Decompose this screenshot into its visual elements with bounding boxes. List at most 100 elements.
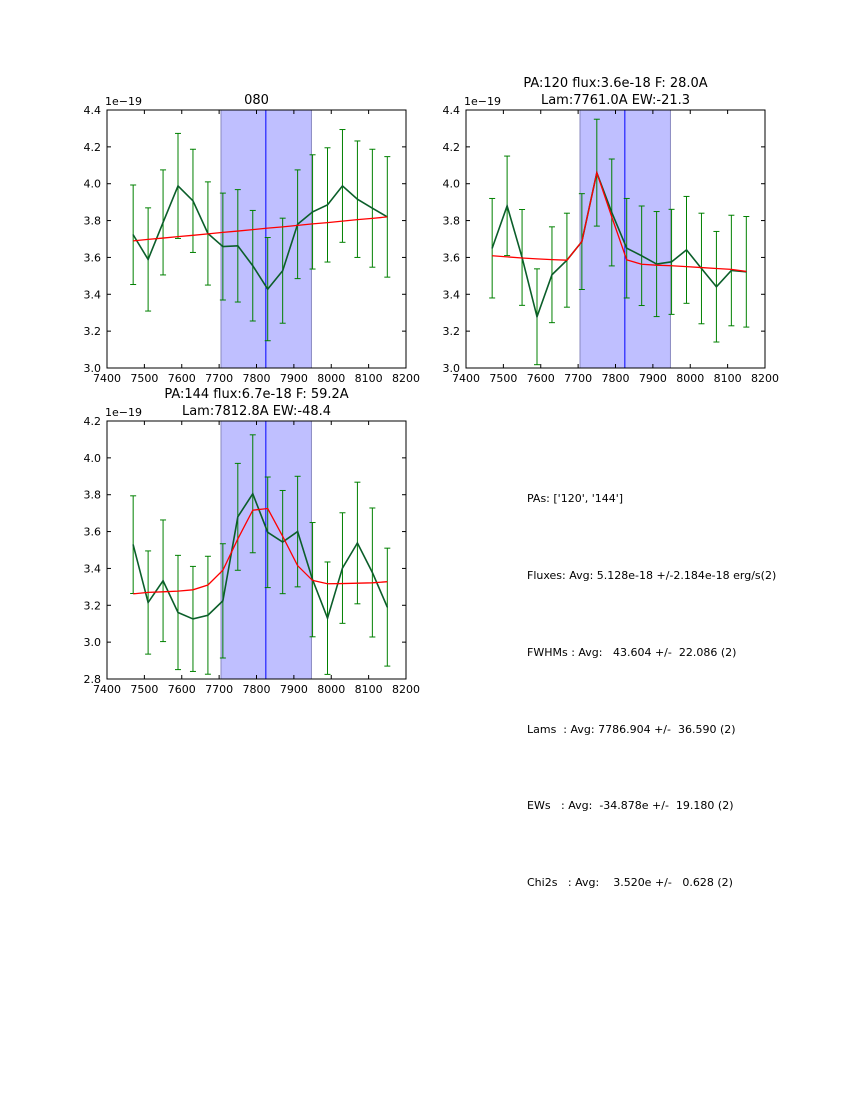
x-tick-label: 8100: [355, 683, 383, 696]
y-tick-label: 3.4: [84, 562, 102, 575]
y-tick-label: 3.8: [84, 215, 102, 228]
data-point: [162, 580, 164, 582]
chart-title: Lam:7812.8A EW:-48.4: [182, 404, 331, 419]
data-point: [341, 567, 344, 569]
data-point: [177, 185, 179, 187]
x-tick-label: 8100: [714, 372, 742, 385]
y-tick-label: 3.2: [443, 325, 461, 338]
data-point: [371, 571, 373, 574]
data-point: [730, 269, 732, 272]
chart-title: PA:120 flux:3.6e-18 F: 28.0A: [523, 76, 707, 91]
x-tick-label: 7400: [452, 372, 480, 385]
stats-lams: Lams : Avg: 7786.904 +/- 36.590 (2): [527, 722, 736, 736]
x-tick-label: 7600: [527, 372, 555, 385]
y-tick-label: 4.0: [443, 178, 461, 191]
x-tick-label: 7500: [489, 372, 517, 385]
x-tick-label: 8100: [355, 372, 383, 385]
data-point: [297, 223, 299, 225]
y-offset-label: 1e−19: [464, 95, 501, 108]
flux-data-line: [132, 184, 388, 291]
fit-line: [133, 507, 388, 595]
fit-line: [133, 216, 388, 242]
flux-data-line: [491, 169, 747, 320]
data-point: [162, 221, 164, 224]
data-point: [506, 205, 508, 207]
chart-panel-3: 7400 7500 7600 7700 7800 7900 8000 8100 8200 2.8 3…: [84, 387, 421, 696]
data-point: [685, 249, 688, 251]
x-tick-label: 7500: [130, 683, 158, 696]
chart-panel-2: 7400 7500 7600 7700 7800 7900 8000 8100 8200 3.0 3…: [443, 76, 780, 385]
y-tick-label: 4.0: [84, 178, 102, 191]
y-tick-label: 3.6: [443, 251, 461, 264]
data-point: [670, 261, 673, 263]
x-tick-label: 7800: [602, 372, 630, 385]
x-tick-label: 7900: [280, 683, 308, 696]
data-point: [282, 270, 284, 272]
data-point: [132, 544, 134, 546]
data-point: [326, 617, 329, 619]
x-tick-label: 7600: [168, 683, 196, 696]
data-point: [267, 288, 269, 290]
x-tick-label: 7400: [93, 683, 121, 696]
data-point: [192, 618, 194, 620]
x-tick-label: 7500: [130, 372, 158, 385]
data-point: [371, 207, 373, 209]
data-point: [641, 255, 643, 257]
y-offset-label: 1e−19: [105, 95, 142, 108]
data-point: [311, 211, 314, 213]
data-point: [715, 286, 718, 288]
data-point: [341, 185, 344, 187]
x-tick-label: 7700: [205, 683, 233, 696]
y-tick-label: 3.2: [84, 325, 102, 338]
y-tick-label: 3.0: [443, 362, 461, 375]
y-tick-label: 3.4: [84, 288, 102, 301]
data-point: [207, 614, 209, 616]
data-point: [626, 247, 628, 249]
data-point: [147, 601, 149, 604]
x-tick-label: 7800: [243, 372, 271, 385]
x-tick-label: 7900: [280, 372, 308, 385]
y-tick-label: 4.2: [84, 141, 102, 154]
stats-fwhms: FWHMs : Avg: 43.604 +/- 22.086 (2): [527, 645, 737, 659]
x-tick-label: 7800: [243, 683, 271, 696]
x-tick-label: 7600: [168, 372, 196, 385]
data-point: [237, 516, 239, 518]
data-point: [132, 234, 134, 236]
chart-title: PA:144 flux:6.7e-18 F: 59.2A: [164, 387, 348, 402]
y-tick-label: 4.4: [84, 104, 102, 117]
data-point: [222, 600, 224, 602]
y-tick-label: 4.4: [443, 104, 461, 117]
y-tick-label: 3.0: [84, 636, 102, 649]
x-tick-label: 8000: [676, 372, 704, 385]
x-tick-label: 7700: [564, 372, 592, 385]
x-tick-label: 7700: [205, 372, 233, 385]
data-point: [611, 211, 613, 214]
y-tick-label: 3.2: [84, 599, 102, 612]
y-tick-label: 3.8: [443, 215, 461, 228]
flux-data-line: [132, 492, 389, 621]
chart-title: Lam:7761.0A EW:-21.3: [541, 93, 690, 108]
x-tick-label: 7900: [639, 372, 667, 385]
y-tick-label: 2.8: [84, 673, 102, 686]
stats-fluxes: Fluxes: Avg: 5.128e-18 +/-2.184e-18 erg/…: [527, 568, 777, 582]
x-tick-label: 8200: [392, 683, 420, 696]
data-point: [297, 530, 299, 533]
y-tick-label: 3.0: [84, 362, 102, 375]
data-point: [491, 247, 493, 249]
stats-chi2s: Chi2s : Avg: 3.520e +/- 0.628 (2): [527, 876, 733, 890]
y-tick-label: 3.8: [84, 489, 102, 502]
y-tick-label: 4.2: [443, 141, 461, 154]
data-point: [252, 265, 254, 267]
chart-title: 080: [244, 93, 269, 108]
data-point: [356, 198, 359, 200]
x-tick-label: 8200: [392, 372, 420, 385]
data-point: [356, 542, 359, 544]
y-tick-label: 4.2: [84, 415, 102, 428]
stats-ews: EWs : Avg: -34.878e +/- 19.180 (2): [527, 799, 734, 813]
data-point: [177, 611, 179, 614]
y-tick-label: 3.6: [84, 526, 102, 539]
y-tick-label: 3.4: [443, 288, 461, 301]
x-tick-label: 8000: [317, 372, 345, 385]
data-point: [282, 541, 284, 543]
data-point: [222, 245, 224, 248]
